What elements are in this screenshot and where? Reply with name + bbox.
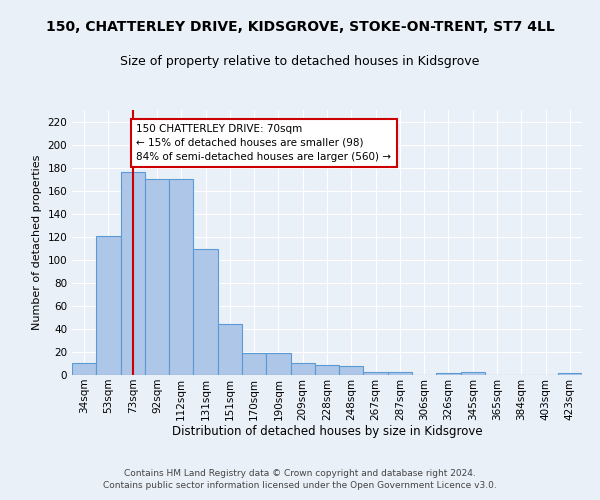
Bar (169, 179, 193, 375)
Bar (266, 353, 290, 375)
Bar (96, 236, 121, 375)
Bar (242, 353, 266, 375)
Bar (461, 372, 485, 375)
Bar (193, 250, 218, 375)
Text: 150 CHATTERLEY DRIVE: 70sqm
← 15% of detached houses are smaller (98)
84% of sem: 150 CHATTERLEY DRIVE: 70sqm ← 15% of det… (136, 124, 391, 162)
Text: 150, CHATTERLEY DRIVE, KIDSGROVE, STOKE-ON-TRENT, ST7 4LL: 150, CHATTERLEY DRIVE, KIDSGROVE, STOKE-… (46, 20, 554, 34)
Bar (290, 364, 315, 375)
Y-axis label: Number of detached properties: Number of detached properties (32, 155, 42, 330)
Bar (315, 364, 339, 375)
Bar (218, 324, 242, 375)
Text: Contains HM Land Registry data © Crown copyright and database right 2024.
Contai: Contains HM Land Registry data © Crown c… (103, 469, 497, 490)
Bar (364, 372, 388, 375)
Bar (558, 372, 582, 375)
Bar (72, 364, 96, 375)
Bar (436, 372, 461, 375)
Text: Size of property relative to detached houses in Kidsgrove: Size of property relative to detached ho… (121, 55, 479, 68)
Bar (145, 179, 169, 375)
Bar (339, 366, 364, 375)
Bar (388, 372, 412, 375)
X-axis label: Distribution of detached houses by size in Kidsgrove: Distribution of detached houses by size … (172, 426, 482, 438)
Bar (121, 172, 145, 375)
